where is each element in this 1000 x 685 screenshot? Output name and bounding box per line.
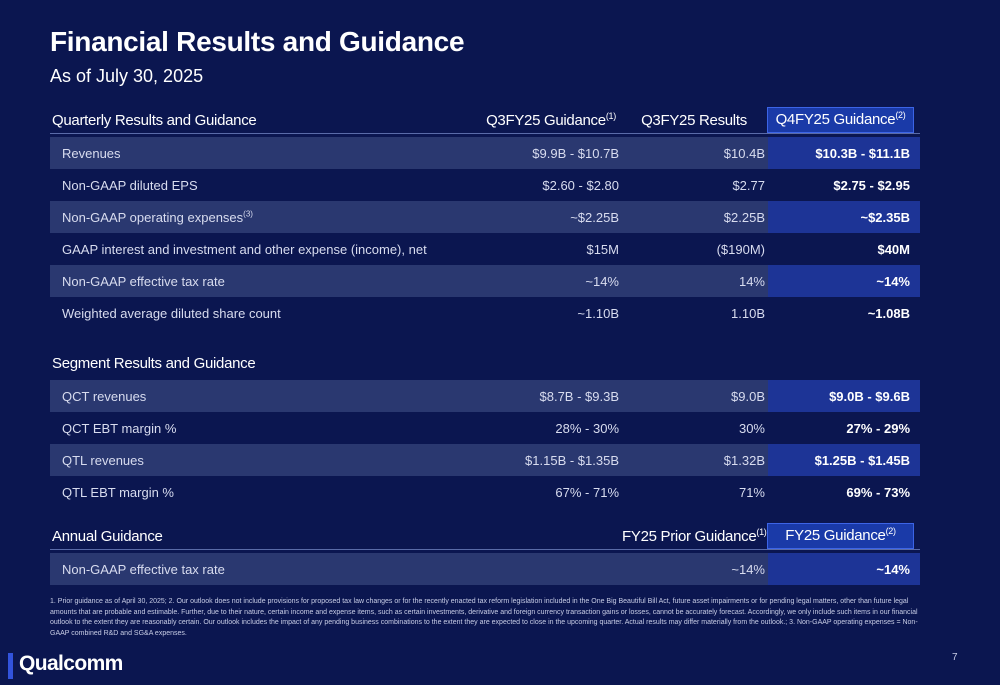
- cell-q3-guidance: $8.7B - $9.3B: [539, 389, 620, 404]
- row-label: Non-GAAP effective tax rate: [62, 274, 225, 289]
- cell-q4-guidance: $40M: [877, 242, 910, 257]
- cell-q3-guidance: $1.15B - $1.35B: [525, 453, 619, 468]
- segment-section-title: Segment Results and Guidance: [52, 355, 256, 372]
- row-label: Revenues: [62, 146, 121, 161]
- cell-q3-guidance: ~1.10B: [577, 306, 619, 321]
- cell-q4-guidance: ~14%: [768, 265, 920, 297]
- cell-q3-results: ($190M): [716, 242, 765, 257]
- table-row: QCT revenues $8.7B - $9.3B $9.0B $9.0B -…: [50, 380, 920, 412]
- quarterly-section-title: Quarterly Results and Guidance: [52, 112, 257, 129]
- row-label: Non-GAAP diluted EPS: [62, 178, 198, 193]
- table-row: QTL EBT margin % 67% - 71% 71% 69% - 73%: [50, 476, 920, 508]
- quarterly-header: Quarterly Results and Guidance Q3FY25 Gu…: [50, 107, 920, 134]
- cell-q4-guidance: 27% - 29%: [846, 421, 910, 436]
- annual-header: Annual Guidance FY25 Prior Guidance(1) F…: [50, 523, 920, 550]
- cell-q4-guidance: $1.25B - $1.45B: [768, 444, 920, 476]
- col-header-q4-guidance: Q4FY25 Guidance(2): [767, 107, 914, 133]
- cell-q3-guidance: $9.9B - $10.7B: [532, 146, 619, 161]
- footnote-text: 1. Prior guidance as of April 30, 2025; …: [50, 598, 918, 637]
- table-row: QCT EBT margin % 28% - 30% 30% 27% - 29%: [50, 412, 920, 444]
- page-title: Financial Results and Guidance: [50, 26, 465, 57]
- cell-q4-guidance: $9.0B - $9.6B: [768, 380, 920, 412]
- col-header-fy25-guidance: FY25 Guidance(2): [767, 523, 914, 549]
- cell-q4-guidance: ~1.08B: [867, 306, 910, 321]
- col-header-q3-guidance: Q3FY25 Guidance(1): [486, 111, 616, 130]
- cell-q3-guidance: ~$2.25B: [570, 210, 619, 225]
- page-subtitle: As of July 30, 2025: [50, 66, 204, 86]
- cell-q3-results: $2.77: [732, 178, 765, 193]
- table-row: Weighted average diluted share count ~1.…: [50, 297, 920, 329]
- brand-bar-icon: [8, 653, 13, 679]
- cell-q3-guidance: $2.60 - $2.80: [542, 178, 619, 193]
- annual-section-title: Annual Guidance: [52, 528, 163, 545]
- row-label: QTL EBT margin %: [62, 485, 174, 500]
- footnote-ref: (3): [243, 209, 253, 219]
- cell-q3-guidance: 28% - 30%: [555, 421, 619, 436]
- cell-q3-results: 71%: [738, 485, 765, 500]
- logo-wordmark: Qualcomm: [19, 652, 123, 675]
- cell-q3-results: $9.0B: [731, 389, 765, 404]
- cell-q3-results: 14%: [738, 274, 765, 289]
- row-label: QCT revenues: [62, 389, 147, 404]
- row-label: GAAP interest and investment and other e…: [62, 242, 427, 257]
- header-divider: [50, 549, 920, 550]
- row-label: Weighted average diluted share count: [62, 306, 281, 321]
- cell-q3-guidance: 67% - 71%: [555, 485, 619, 500]
- row-label: Non-GAAP effective tax rate: [62, 562, 225, 577]
- row-label: Non-GAAP operating expenses(3): [62, 209, 253, 225]
- cell-q4-guidance: ~$2.35B: [768, 201, 920, 233]
- col-header-q3-results: Q3FY25 Results: [641, 112, 747, 129]
- header-divider: [50, 133, 920, 134]
- cell-fy25-prior-guidance: ~14%: [731, 562, 765, 577]
- cell-q3-results: $1.32B: [723, 453, 765, 468]
- table-row: Non-GAAP effective tax rate ~14% 14% ~14…: [50, 265, 920, 297]
- table-row: Revenues $9.9B - $10.7B $10.4B $10.3B - …: [50, 137, 920, 169]
- cell-q4-guidance: $10.3B - $11.1B: [768, 137, 920, 169]
- cell-q3-results: $10.4B: [723, 146, 765, 161]
- cell-q4-guidance: $2.75 - $2.95: [833, 178, 910, 193]
- row-label: QCT EBT margin %: [62, 421, 177, 436]
- table-row: QTL revenues $1.15B - $1.35B $1.32B $1.2…: [50, 444, 920, 476]
- table-row: Non-GAAP effective tax rate ~14% ~14%: [50, 553, 920, 585]
- cell-q4-guidance: 69% - 73%: [846, 485, 910, 500]
- row-label: QTL revenues: [62, 453, 144, 468]
- segment-header: Segment Results and Guidance: [50, 350, 920, 376]
- page-number: 7: [952, 652, 958, 663]
- cell-q3-guidance: ~14%: [585, 274, 619, 289]
- cell-q3-results: 1.10B: [731, 306, 765, 321]
- table-row: Non-GAAP diluted EPS $2.60 - $2.80 $2.77…: [50, 169, 920, 201]
- table-row: Non-GAAP operating expenses(3) ~$2.25B $…: [50, 201, 920, 233]
- cell-fy25-guidance: ~14%: [768, 553, 920, 585]
- cell-q3-guidance: $15M: [586, 242, 619, 257]
- col-header-fy25-prior-guidance: FY25 Prior Guidance(1): [622, 527, 767, 546]
- cell-q3-results: $2.25B: [723, 210, 765, 225]
- cell-q3-results: 30%: [738, 421, 765, 436]
- table-row: GAAP interest and investment and other e…: [50, 233, 920, 265]
